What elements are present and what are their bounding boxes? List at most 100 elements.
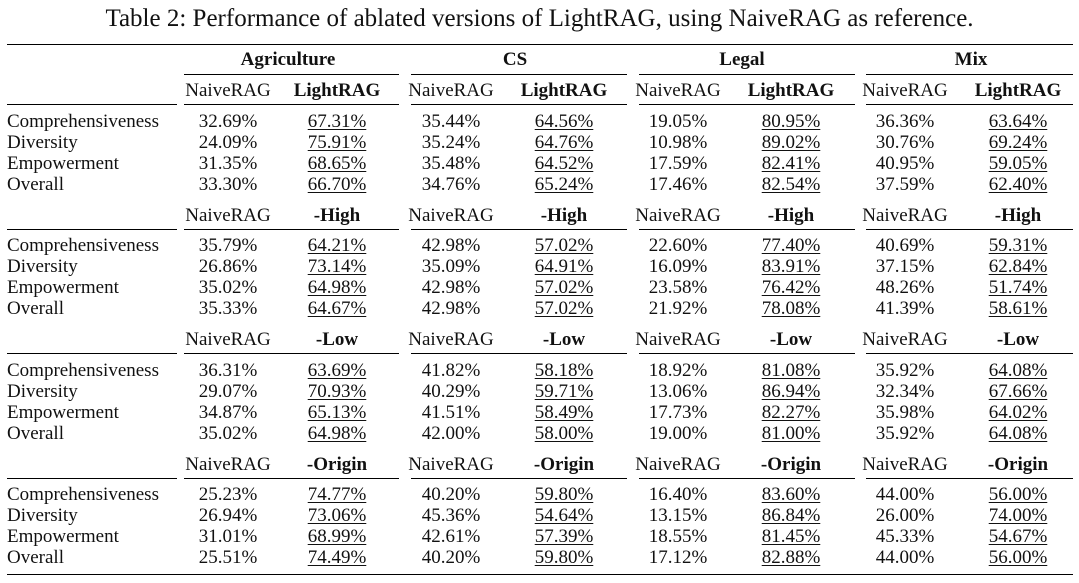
top-rule [7, 44, 1073, 46]
variant-value: 68.99% [307, 526, 367, 547]
variant-label: -High [994, 205, 1042, 226]
subheader-cmidrule [639, 478, 855, 479]
variant-value: 59.31% [988, 235, 1048, 256]
variant-value: 64.21% [307, 235, 367, 256]
variant-label: -High [313, 205, 361, 226]
variant-value: 89.02% [761, 132, 821, 153]
baseline-value: 31.35% [198, 153, 258, 174]
baseline-label: NaiveRAG [862, 454, 948, 475]
baseline-value: 42.61% [421, 526, 481, 547]
metric-label: Overall [7, 174, 64, 195]
row-label-rule [7, 104, 177, 105]
baseline-value: 37.15% [875, 256, 935, 277]
variant-value: 59.71% [534, 381, 594, 402]
baseline-value: 17.12% [648, 547, 708, 568]
variant-value: 86.94% [761, 381, 821, 402]
metric-label: Diversity [7, 256, 78, 277]
variant-value: 74.00% [988, 505, 1048, 526]
baseline-value: 22.60% [648, 235, 708, 256]
variant-label: -Low [996, 329, 1040, 350]
subheader-cmidrule [866, 353, 1073, 354]
ablation-table: Agriculture CS Legal Mix NaiveRAG LightRAG Nai… [7, 0, 1073, 583]
domain-header: Legal [719, 49, 765, 70]
metric-label: Diversity [7, 132, 78, 153]
variant-value: 82.27% [761, 402, 821, 423]
baseline-label: NaiveRAG [862, 329, 948, 350]
subheader-cmidrule [411, 104, 627, 105]
variant-label: -High [540, 205, 588, 226]
baseline-value: 40.69% [875, 235, 935, 256]
baseline-value: 23.58% [648, 277, 708, 298]
variant-value: 81.00% [761, 423, 821, 444]
subheader-cmidrule [639, 104, 855, 105]
variant-label: -Low [769, 329, 813, 350]
baseline-value: 36.36% [875, 111, 935, 132]
variant-value: 65.13% [307, 402, 367, 423]
baseline-value: 32.69% [198, 111, 258, 132]
baseline-label: NaiveRAG [635, 329, 721, 350]
subheader-cmidrule [184, 353, 399, 354]
subheader-cmidrule [866, 229, 1073, 230]
baseline-value: 40.20% [421, 547, 481, 568]
variant-label: -Low [315, 329, 359, 350]
baseline-value: 17.59% [648, 153, 708, 174]
variant-value: 82.88% [761, 547, 821, 568]
variant-value: 58.00% [534, 423, 594, 444]
baseline-value: 35.98% [875, 402, 935, 423]
baseline-value: 21.92% [648, 298, 708, 319]
baseline-value: 18.55% [648, 526, 708, 547]
domain-header: Agriculture [240, 49, 336, 70]
variant-value: 73.14% [307, 256, 367, 277]
variant-value: 58.18% [534, 360, 594, 381]
baseline-value: 13.06% [648, 381, 708, 402]
variant-value: 54.67% [988, 526, 1048, 547]
metric-label: Empowerment [7, 277, 119, 298]
variant-value: 64.52% [534, 153, 594, 174]
baseline-value: 34.76% [421, 174, 481, 195]
baseline-value: 16.09% [648, 256, 708, 277]
domain-cmidrule [639, 74, 855, 75]
table-caption: Table 2: Performance of ablated versions… [105, 5, 974, 32]
variant-value: 58.61% [988, 298, 1048, 319]
variant-label: -Origin [306, 454, 368, 475]
subheader-cmidrule [639, 353, 855, 354]
subheader-cmidrule [866, 104, 1073, 105]
baseline-value: 26.00% [875, 505, 935, 526]
variant-value: 64.98% [307, 423, 367, 444]
baseline-value: 26.94% [198, 505, 258, 526]
baseline-value: 35.09% [421, 256, 481, 277]
variant-value: 56.00% [988, 547, 1048, 568]
baseline-value: 25.51% [198, 547, 258, 568]
baseline-value: 24.09% [198, 132, 258, 153]
baseline-label: NaiveRAG [185, 329, 271, 350]
metric-label: Diversity [7, 381, 78, 402]
domain-cmidrule [866, 74, 1073, 75]
baseline-label: NaiveRAG [635, 205, 721, 226]
baseline-value: 40.20% [421, 484, 481, 505]
metric-label: Overall [7, 547, 64, 568]
bottom-rule [7, 574, 1073, 576]
baseline-value: 25.23% [198, 484, 258, 505]
baseline-value: 48.26% [875, 277, 935, 298]
domain-cmidrule [411, 74, 627, 75]
baseline-label: NaiveRAG [185, 205, 271, 226]
variant-value: 64.56% [534, 111, 594, 132]
variant-value: 64.08% [988, 360, 1048, 381]
variant-label: -Origin [987, 454, 1049, 475]
baseline-value: 40.95% [875, 153, 935, 174]
baseline-value: 44.00% [875, 547, 935, 568]
variant-value: 58.49% [534, 402, 594, 423]
baseline-value: 13.15% [648, 505, 708, 526]
baseline-value: 30.76% [875, 132, 935, 153]
variant-label: LightRAG [520, 80, 608, 101]
variant-value: 59.05% [988, 153, 1048, 174]
baseline-value: 41.39% [875, 298, 935, 319]
baseline-value: 41.51% [421, 402, 481, 423]
subheader-cmidrule [639, 229, 855, 230]
variant-value: 64.08% [988, 423, 1048, 444]
metric-label: Comprehensiveness [7, 360, 159, 381]
variant-value: 64.98% [307, 277, 367, 298]
variant-value: 57.02% [534, 298, 594, 319]
variant-value: 66.70% [307, 174, 367, 195]
variant-label: LightRAG [747, 80, 835, 101]
